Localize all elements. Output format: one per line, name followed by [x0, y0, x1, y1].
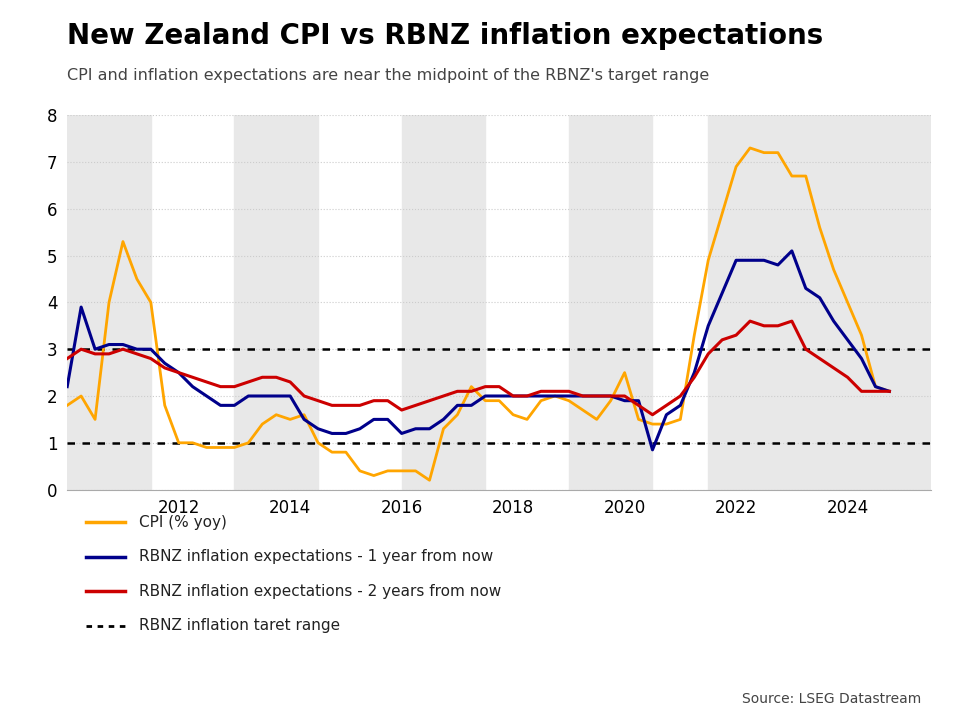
- Text: Source: LSEG Datastream: Source: LSEG Datastream: [742, 692, 922, 706]
- Bar: [234, 115, 318, 490]
- Text: RBNZ inflation expectations - 1 year from now: RBNZ inflation expectations - 1 year fro…: [139, 549, 493, 564]
- Text: CPI (% yoy): CPI (% yoy): [139, 515, 228, 529]
- Text: CPI and inflation expectations are near the midpoint of the RBNZ's target range: CPI and inflation expectations are near …: [67, 68, 709, 84]
- Text: New Zealand CPI vs RBNZ inflation expectations: New Zealand CPI vs RBNZ inflation expect…: [67, 22, 824, 50]
- Bar: [708, 115, 931, 490]
- Bar: [67, 115, 151, 490]
- Text: RBNZ inflation expectations - 2 years from now: RBNZ inflation expectations - 2 years fr…: [139, 584, 501, 598]
- Text: RBNZ inflation taret range: RBNZ inflation taret range: [139, 618, 341, 633]
- Bar: [401, 115, 485, 490]
- Bar: [569, 115, 653, 490]
